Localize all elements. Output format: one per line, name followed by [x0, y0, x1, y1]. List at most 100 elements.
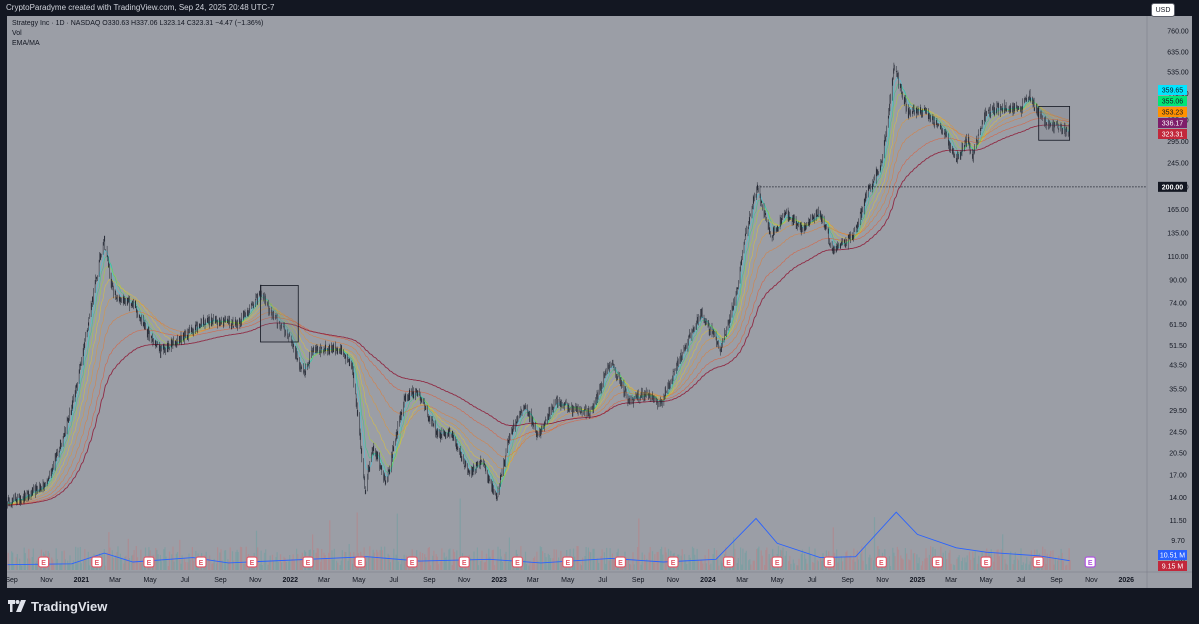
- earnings-marker[interactable]: E: [931, 556, 944, 568]
- volume-bar: [53, 563, 55, 570]
- earnings-marker[interactable]: E: [1032, 556, 1044, 568]
- y-tick-label: 635.00: [1167, 49, 1189, 56]
- earnings-marker[interactable]: E: [458, 556, 470, 568]
- earnings-marker[interactable]: E: [511, 556, 524, 568]
- volume-bar: [292, 554, 294, 570]
- highlight-box[interactable]: [260, 285, 299, 343]
- earnings-marker[interactable]: E: [771, 556, 783, 568]
- currency-button[interactable]: USD: [1151, 3, 1175, 17]
- volume-bar: [389, 562, 391, 570]
- volume-bar: [476, 547, 478, 570]
- volume-bar: [283, 556, 285, 570]
- volume-bar: [320, 561, 322, 570]
- volume-bar: [532, 558, 535, 570]
- time-axis[interactable]: [7, 572, 1147, 588]
- price-label: 355.06: [1162, 99, 1184, 106]
- volume-bar: [691, 546, 694, 570]
- earnings-marker[interactable]: E: [91, 556, 103, 568]
- volume-bar: [387, 553, 389, 570]
- volume-bar: [926, 557, 928, 570]
- volume-bar: [1044, 549, 1046, 570]
- volume-bar: [797, 565, 799, 570]
- y-tick-label: 165.00: [1167, 207, 1189, 214]
- y-tick-label: 135.00: [1167, 230, 1189, 237]
- earnings-marker[interactable]: E: [722, 556, 735, 568]
- volume-bar: [125, 555, 127, 570]
- x-tick-label: Sep: [423, 577, 436, 584]
- symbol-legend[interactable]: Strategy Inc · 1D · NASDAQ O330.63 H337.…: [12, 20, 264, 27]
- volume-bar: [523, 560, 525, 570]
- earnings-marker[interactable]: E: [614, 556, 627, 568]
- volume-bar: [694, 554, 696, 570]
- volume-bar: [485, 553, 488, 570]
- volume-bar: [822, 553, 824, 570]
- future-earnings-marker[interactable]: E: [1084, 556, 1096, 568]
- ema-144-line: [7, 118, 1070, 506]
- volume-bar: [750, 564, 752, 570]
- earnings-marker[interactable]: E: [354, 556, 366, 568]
- volume-bar: [584, 556, 586, 570]
- volume-bar: [396, 513, 398, 570]
- volume-bar: [742, 548, 744, 570]
- volume-bar: [908, 559, 910, 570]
- volume-bar: [553, 549, 555, 570]
- y-tick-label: 90.00: [1169, 278, 1187, 285]
- volume-bar: [544, 553, 546, 570]
- volume-bar: [141, 563, 143, 570]
- volume-bar: [526, 564, 528, 570]
- earnings-marker[interactable]: E: [143, 556, 155, 568]
- volume-bar: [595, 558, 597, 570]
- volume-bar: [804, 553, 806, 570]
- volume-bar: [267, 564, 269, 570]
- volume-bar: [111, 550, 113, 570]
- volume-bar: [167, 566, 169, 570]
- earnings-marker[interactable]: E: [667, 556, 679, 568]
- x-tick-label: Nov: [40, 577, 53, 584]
- tradingview-logo[interactable]: TradingView: [8, 598, 107, 614]
- volume-bar: [237, 552, 239, 570]
- volume-bar: [930, 546, 932, 570]
- volume-bar: [199, 565, 201, 570]
- earnings-letter: E: [199, 560, 204, 567]
- volume-bar: [183, 558, 185, 570]
- ema-legend[interactable]: EMA/MA: [12, 40, 40, 47]
- earnings-marker[interactable]: E: [38, 556, 50, 568]
- volume-bar: [656, 552, 658, 570]
- volume-bar: [265, 549, 267, 570]
- earnings-marker[interactable]: E: [875, 556, 887, 568]
- chart-area[interactable]: 760.00635.00535.00445.00355.00295.00245.…: [7, 16, 1192, 588]
- volume-bar: [542, 551, 544, 570]
- volume-bar: [540, 547, 543, 570]
- volume-bar: [494, 565, 496, 570]
- volume-bar: [257, 547, 259, 570]
- earnings-marker[interactable]: E: [562, 556, 574, 568]
- highlight-box[interactable]: [1038, 106, 1071, 141]
- volume-bar: [401, 558, 403, 570]
- volume-bar: [23, 547, 25, 570]
- volume-bar: [273, 561, 275, 570]
- volume-bar: [293, 559, 295, 570]
- volume-bar: [508, 537, 510, 570]
- tradingview-logo-text: TradingView: [31, 598, 108, 614]
- earnings-marker[interactable]: E: [823, 556, 835, 568]
- earnings-marker[interactable]: E: [406, 556, 418, 568]
- volume-bar: [510, 560, 512, 570]
- earnings-marker[interactable]: E: [302, 556, 314, 568]
- price-chart[interactable]: 760.00635.00535.00445.00355.00295.00245.…: [7, 16, 1192, 588]
- x-tick-label: Jul: [1016, 577, 1025, 584]
- earnings-marker[interactable]: E: [195, 556, 207, 568]
- earnings-marker[interactable]: E: [980, 556, 992, 568]
- volume-bar: [1029, 561, 1031, 570]
- volume-bar: [796, 565, 798, 570]
- earnings-marker[interactable]: E: [246, 556, 258, 568]
- volume-bar: [920, 565, 922, 570]
- volume-bar: [173, 561, 175, 570]
- volume-bar: [323, 552, 325, 570]
- volume-bar: [998, 556, 1000, 570]
- volume-bar: [582, 557, 584, 570]
- volume-bar: [806, 563, 808, 570]
- volume-legend[interactable]: Vol: [12, 30, 22, 37]
- volume-bar: [550, 558, 552, 570]
- volume-bar: [332, 559, 334, 570]
- tradingview-logo-icon: [8, 600, 26, 612]
